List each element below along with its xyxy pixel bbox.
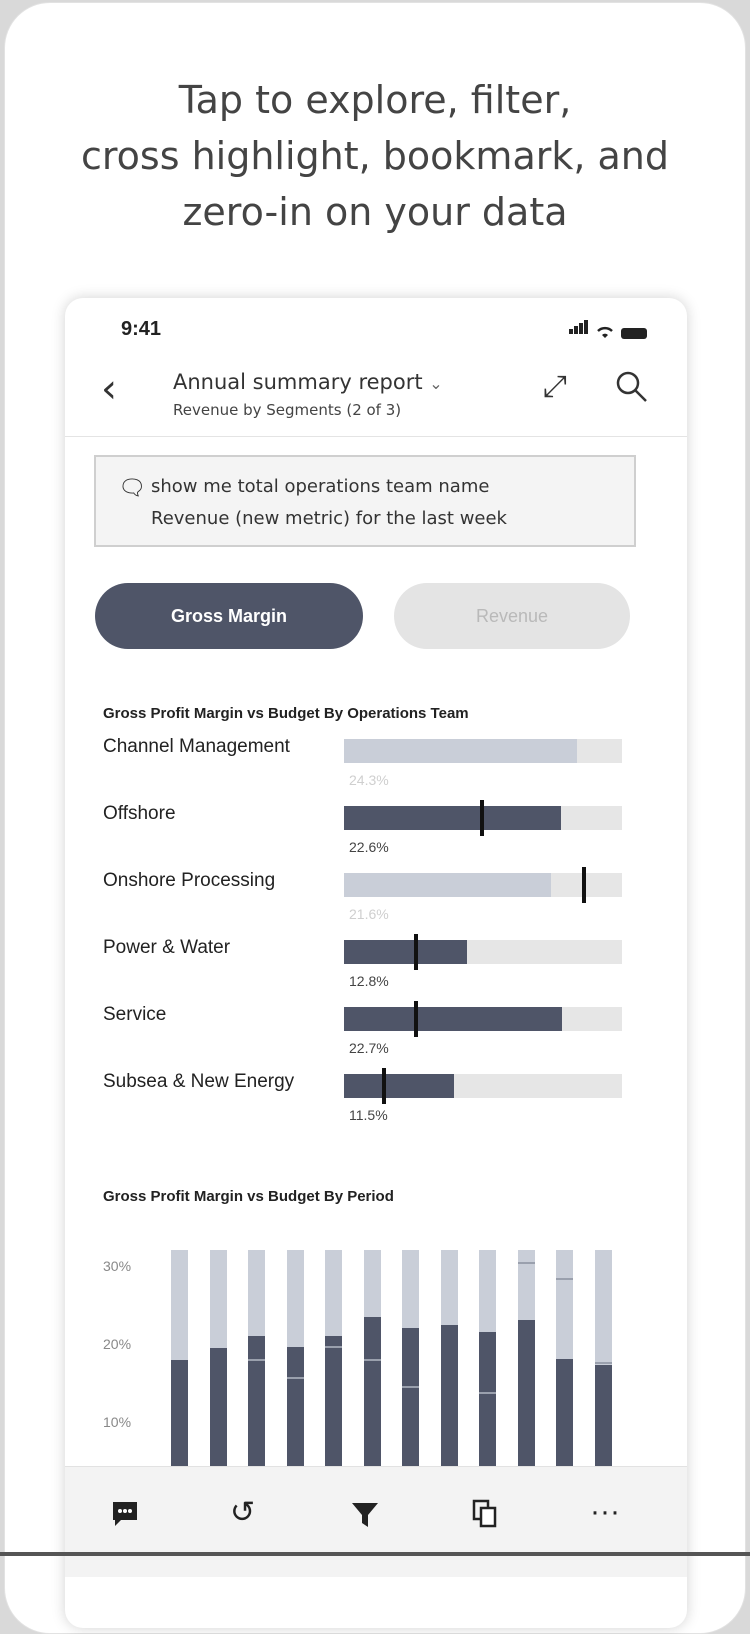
period-bar[interactable] [248,1250,265,1480]
bottom-divider [0,1552,750,1556]
qa-line-2: Revenue (new metric) for the last week [151,508,507,529]
bar-value-label: 12.8% [349,973,389,989]
period-bar-value [171,1360,188,1480]
back-icon[interactable]: ‹ [101,366,117,412]
bar-fill [344,806,561,830]
period-bar[interactable] [441,1250,458,1480]
bar-track[interactable] [344,867,622,903]
chart1-title: Gross Profit Margin vs Budget By Operati… [103,705,469,722]
bottom-toolbar: ↺ ··· [65,1466,687,1577]
period-budget-marker [518,1262,535,1264]
row-label[interactable]: Subsea & New Energy [103,1071,295,1092]
search-icon[interactable] [615,370,649,404]
period-bar[interactable] [287,1250,304,1480]
headline-line-1: Tap to explore, filter, [178,78,572,122]
y-tick-30: 30% [103,1258,132,1274]
period-budget-marker [248,1359,265,1361]
report-title-text: Annual summary report [173,370,423,394]
budget-marker [382,1068,386,1104]
period-bar[interactable] [479,1250,496,1480]
y-tick-20: 20% [103,1336,132,1352]
period-budget-marker [479,1392,496,1394]
copy-icon[interactable] [470,1499,500,1529]
bar-track[interactable] [344,934,622,970]
period-bar[interactable] [325,1250,342,1480]
qa-query: show me total operations team name Reven… [151,471,507,535]
filter-icon[interactable] [350,1501,380,1529]
period-bar-value [287,1347,304,1480]
expand-icon[interactable]: ⤢ [543,370,567,403]
row-label[interactable]: Service [103,1004,167,1025]
bar-track[interactable] [344,739,622,763]
period-bar[interactable] [364,1250,381,1480]
chevron-down-icon: ⌄ [429,374,443,393]
period-budget-marker [325,1346,342,1348]
budget-marker [414,934,418,970]
headline-line-2: cross highlight, bookmark, and [80,134,670,178]
more-icon[interactable]: ··· [590,1495,620,1528]
bar-value-label: 21.6% [349,906,389,922]
bar-value-label: 24.3% [349,772,389,788]
period-bar-value [595,1365,612,1480]
row-label[interactable]: Onshore Processing [103,870,276,891]
bar-track[interactable] [344,800,622,836]
comment-icon[interactable] [110,1499,140,1529]
wifi-icon [597,326,613,338]
period-budget-marker [287,1377,304,1379]
chart2-title: Gross Profit Margin vs Budget By Period [103,1188,394,1205]
period-bar-value [248,1336,265,1480]
period-budget-marker [556,1278,573,1280]
period-bar-value [210,1348,227,1480]
bar-fill [344,1074,454,1098]
report-header: ‹ Annual summary report ⌄ Revenue by Seg… [65,356,687,437]
period-bar[interactable] [595,1250,612,1480]
phone-frame: 9:41 ‹ Annual summary report ⌄ Revenue b… [65,298,687,1628]
period-bar-value [364,1317,381,1480]
period-bar-value [402,1328,419,1480]
headline: Tap to explore, filter, cross highlight,… [0,72,750,240]
undo-icon[interactable]: ↺ [230,1496,256,1529]
budget-marker [582,867,586,903]
bar-track[interactable] [344,1001,622,1037]
period-bar[interactable] [402,1250,419,1480]
qa-box[interactable]: 🗨 show me total operations team name Rev… [94,455,636,547]
row-label[interactable]: Channel Management [103,736,290,757]
budget-marker [480,800,484,836]
bar-fill [344,739,577,763]
period-bar-value [441,1325,458,1480]
bar-track[interactable] [344,1068,622,1104]
period-bar-value [325,1336,342,1480]
budget-marker [414,1001,418,1037]
row-label[interactable]: Offshore [103,803,176,824]
status-time: 9:41 [121,318,162,340]
bar-fill [344,873,551,897]
qa-line-1: show me total operations team name [151,476,490,497]
y-tick-10: 10% [103,1414,132,1430]
period-bar[interactable] [210,1250,227,1480]
qa-chat-icon: 🗨 [118,475,146,500]
period-budget-marker [402,1386,419,1388]
period-bar[interactable] [518,1250,535,1480]
headline-line-3: zero-in on your data [182,190,568,234]
gross-margin-button[interactable]: Gross Margin [95,583,363,649]
period-bar-value [479,1332,496,1480]
period-budget-marker [595,1362,612,1364]
report-title[interactable]: Annual summary report ⌄ [173,370,443,394]
status-icons [569,320,647,339]
row-label[interactable]: Power & Water [103,937,231,958]
bar-fill [344,940,467,964]
report-subtitle: Revenue by Segments (2 of 3) [173,401,402,419]
period-bar[interactable] [556,1250,573,1480]
revenue-button[interactable]: Revenue [394,583,630,649]
bar-value-label: 22.7% [349,1040,389,1056]
period-bar-value [556,1359,573,1480]
period-bar-value [518,1320,535,1480]
bar-fill [344,1007,562,1031]
bar-value-label: 22.6% [349,839,389,855]
battery-icon [621,328,647,339]
period-budget-marker [364,1359,381,1361]
signal-icon [569,320,589,339]
period-bar[interactable] [171,1250,188,1480]
bar-value-label: 11.5% [349,1107,388,1123]
